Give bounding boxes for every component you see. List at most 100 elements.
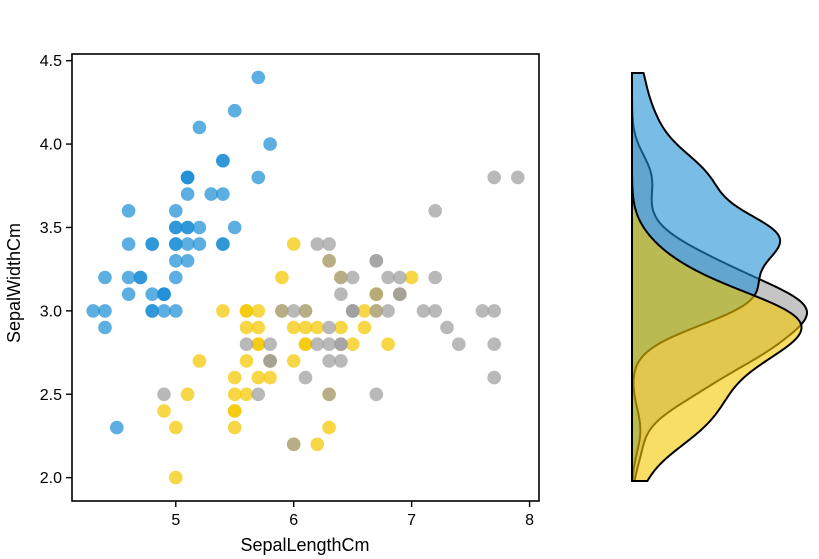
- x-tick-label: 8: [525, 512, 534, 529]
- scatter-point: [121, 287, 136, 302]
- scatter-point: [145, 304, 159, 318]
- scatter-point: [286, 437, 301, 452]
- scatter-point: [322, 337, 336, 352]
- scatter-point: [487, 337, 502, 352]
- scatter-point: [98, 320, 112, 335]
- scatter-point: [298, 320, 313, 335]
- scatter-point: [334, 320, 348, 335]
- scatter-point: [145, 287, 159, 302]
- scatter-points: [86, 70, 525, 485]
- y-axis: 2.0 2.5 3.0 3.5 4.0 4.5: [40, 53, 72, 487]
- scatter-point: [121, 237, 136, 251]
- scatter-point: [98, 270, 112, 285]
- scatter-point: [216, 153, 230, 168]
- scatter-point: [475, 304, 490, 318]
- scatter-point: [487, 370, 502, 385]
- scatter-point: [310, 337, 325, 352]
- y-tick-label: 4.0: [40, 137, 62, 154]
- scatter-point: [286, 320, 301, 335]
- scatter-point: [275, 304, 289, 318]
- scatter-point: [169, 237, 183, 251]
- scatter-point: [239, 304, 254, 318]
- marginal-density-panel: [631, 72, 808, 482]
- scatter-point: [192, 354, 207, 368]
- x-tick-label: 5: [171, 512, 180, 529]
- scatter-point: [487, 170, 502, 185]
- scatter-point: [169, 270, 183, 285]
- scatter-point: [251, 320, 266, 335]
- scatter-point: [310, 320, 325, 335]
- scatter-point: [393, 287, 407, 302]
- scatter-point: [286, 237, 301, 251]
- scatter-point: [275, 270, 289, 285]
- scatter-point: [286, 304, 301, 318]
- plot-frame: [71, 53, 540, 502]
- scatter-point: [487, 304, 502, 318]
- scatter-point: [227, 404, 242, 418]
- x-axis-title: SepalLengthCm: [240, 535, 369, 555]
- scatter-point: [251, 304, 266, 318]
- scatter-point: [251, 70, 266, 85]
- scatter-point: [180, 220, 195, 235]
- scatter-point: [180, 187, 195, 201]
- scatter-point: [334, 354, 348, 368]
- scatter-point: [169, 304, 183, 318]
- scatter-point: [452, 337, 466, 352]
- scatter-point: [322, 354, 336, 368]
- y-tick-label: 3.5: [40, 220, 62, 237]
- scatter-point: [322, 420, 336, 435]
- scatter-point: [286, 354, 301, 368]
- scatter-point: [440, 320, 454, 335]
- scatter-point: [345, 304, 360, 318]
- scatter-point: [227, 220, 242, 235]
- scatter-point: [310, 237, 325, 251]
- scatter-point: [169, 253, 183, 268]
- x-tick-label: 7: [407, 512, 416, 529]
- scatter-point: [263, 354, 277, 368]
- x-tick-label: 6: [289, 512, 298, 529]
- scatter-point: [310, 437, 325, 452]
- scatter-point: [369, 387, 384, 402]
- scatter-point: [334, 337, 348, 352]
- scatter-point: [251, 387, 266, 402]
- scatter-point: [180, 253, 195, 268]
- y-tick-label: 2.0: [40, 470, 62, 487]
- scatter-point: [263, 137, 277, 151]
- scatter-point: [157, 304, 171, 318]
- scatter-point: [169, 204, 183, 218]
- scatter-point: [239, 337, 254, 352]
- scatter-point: [133, 270, 148, 285]
- scatter-point: [180, 387, 195, 402]
- scatter-point: [251, 370, 266, 385]
- scatter-point: [381, 304, 395, 318]
- scatter-point: [145, 237, 159, 251]
- scatter-point: [345, 337, 360, 352]
- scatter-point: [251, 170, 266, 185]
- scatter-point: [239, 387, 254, 402]
- scatter-point: [393, 270, 407, 285]
- scatter-point: [298, 370, 313, 385]
- scatter-point: [345, 270, 360, 285]
- scatter-point: [98, 304, 112, 318]
- scatter-point: [334, 287, 348, 302]
- scatter-point: [298, 304, 313, 318]
- scatter-point: [157, 404, 171, 418]
- scatter-point: [369, 287, 384, 302]
- scatter-point: [169, 220, 183, 235]
- scatter-point: [322, 237, 336, 251]
- scatter-point: [192, 120, 207, 135]
- scatter-point: [334, 270, 348, 285]
- scatter-point: [121, 270, 136, 285]
- scatter-point: [381, 337, 395, 352]
- scatter-point: [180, 170, 195, 185]
- density-curve: [631, 72, 803, 482]
- scatter-point: [227, 370, 242, 385]
- scatter-point: [216, 237, 230, 251]
- scatter-point: [404, 270, 419, 285]
- scatter-point: [322, 320, 336, 335]
- scatter-point: [381, 270, 395, 285]
- scatter-point: [204, 187, 218, 201]
- scatter-point: [511, 170, 525, 185]
